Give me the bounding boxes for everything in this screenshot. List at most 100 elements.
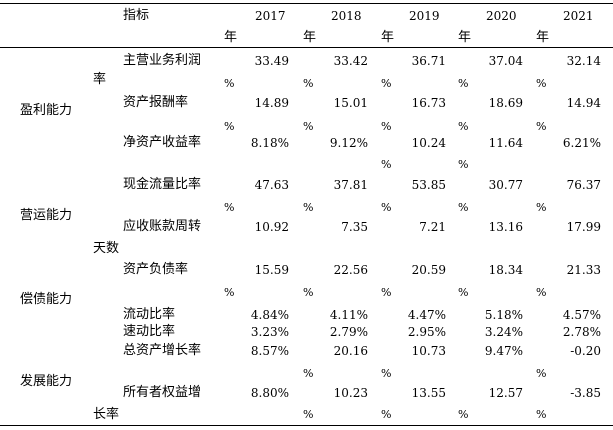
year-suffix-4: 年 (536, 30, 550, 45)
year-suffix-2: 年 (381, 30, 395, 45)
percent-sign: % (303, 201, 314, 214)
percent-sign: % (224, 201, 235, 214)
row-name: 资产负债率 (123, 262, 189, 277)
year-suffix-0: 年 (224, 30, 238, 45)
value-cell: 11.64 (488, 136, 523, 150)
value-cell: 21.33 (566, 263, 601, 277)
value-cell: 53.85 (411, 178, 446, 192)
value-cell: 5.18% (484, 308, 523, 322)
value-cell: 16.73 (411, 96, 446, 110)
value-cell: 6.21% (562, 136, 601, 150)
table-top-rule (0, 3, 613, 4)
percent-sign: % (536, 77, 547, 90)
value-cell: 4.11% (329, 308, 368, 322)
category-label: 偿债能力 (20, 292, 73, 307)
category-label: 营运能力 (20, 208, 73, 223)
value-cell: 7.35 (341, 220, 368, 234)
percent-sign: % (381, 408, 392, 421)
year-0: 2017 (255, 9, 286, 23)
value-cell: 30.77 (488, 178, 523, 192)
value-cell: 4.84% (250, 308, 289, 322)
year-4: 2021 (563, 9, 594, 23)
value-cell: 7.21 (419, 220, 446, 234)
value-cell: 10.23 (333, 386, 368, 400)
header-indicator-label: 指标 (123, 8, 150, 23)
value-cell: 14.94 (566, 96, 601, 110)
value-cell: -3.85 (570, 386, 601, 400)
percent-sign: % (381, 77, 392, 90)
row-name-continued: 率 (93, 72, 107, 87)
percent-sign: % (224, 286, 235, 299)
percent-sign: % (303, 120, 314, 133)
value-cell: 20.16 (333, 344, 368, 358)
row-name-continued: 长率 (93, 407, 120, 422)
percent-sign: % (458, 77, 469, 90)
percent-sign: % (458, 120, 469, 133)
row-name: 所有者权益增 (123, 385, 202, 400)
value-cell: 2.78% (562, 325, 601, 339)
value-cell: 32.14 (566, 54, 601, 68)
percent-sign: % (458, 408, 469, 421)
value-cell: 20.59 (411, 263, 446, 277)
value-cell: 9.12% (329, 136, 368, 150)
year-2: 2019 (409, 9, 440, 23)
percent-sign: % (536, 408, 547, 421)
value-cell: 33.42 (333, 54, 368, 68)
percent-sign: % (381, 286, 392, 299)
value-cell: 10.24 (411, 136, 446, 150)
value-cell: 22.56 (333, 263, 368, 277)
value-cell: 37.81 (333, 178, 368, 192)
value-cell: 10.73 (411, 344, 446, 358)
value-cell: -0.20 (570, 344, 601, 358)
percent-sign: % (303, 367, 314, 380)
percent-sign: % (458, 286, 469, 299)
percent-sign: % (536, 120, 547, 133)
year-3: 2020 (486, 9, 517, 23)
year-suffix-3: 年 (458, 30, 472, 45)
value-cell: 15.01 (333, 96, 368, 110)
value-cell: 2.95% (407, 325, 446, 339)
percent-sign: % (303, 408, 314, 421)
value-cell: 10.92 (254, 220, 289, 234)
value-cell: 15.59 (254, 263, 289, 277)
row-name: 主营业务利润 (123, 53, 202, 68)
category-label: 发展能力 (20, 374, 73, 389)
value-cell: 17.99 (566, 220, 601, 234)
percent-sign: % (224, 120, 235, 133)
value-cell: 12.57 (488, 386, 523, 400)
value-cell: 3.24% (484, 325, 523, 339)
value-cell: 18.34 (488, 263, 523, 277)
year-1: 2018 (331, 9, 362, 23)
table-bottom-rule (0, 425, 613, 426)
value-cell: 4.47% (407, 308, 446, 322)
percent-sign: % (224, 77, 235, 90)
value-cell: 13.16 (488, 220, 523, 234)
value-cell: 47.63 (254, 178, 289, 192)
row-name: 总资产增长率 (123, 343, 202, 358)
value-cell: 2.79% (329, 325, 368, 339)
row-name: 净资产收益率 (123, 135, 202, 150)
row-name-continued: 天数 (93, 241, 120, 256)
value-cell: 37.04 (488, 54, 523, 68)
value-cell: 8.18% (250, 136, 289, 150)
row-name: 资产报酬率 (123, 95, 189, 110)
percent-sign: % (381, 120, 392, 133)
percent-sign: % (458, 201, 469, 214)
percent-sign: % (303, 77, 314, 90)
value-cell: 33.49 (254, 54, 289, 68)
value-cell: 8.57% (250, 344, 289, 358)
value-cell: 8.80% (250, 386, 289, 400)
row-name: 现金流量比率 (123, 177, 202, 192)
row-name: 速动比率 (123, 324, 176, 339)
value-cell: 18.69 (488, 96, 523, 110)
percent-sign: % (536, 201, 547, 214)
row-name: 流动比率 (123, 307, 176, 322)
row-name: 应收账款周转 (123, 219, 202, 234)
year-suffix-1: 年 (303, 30, 317, 45)
value-cell: 4.57% (562, 308, 601, 322)
value-cell: 76.37 (566, 178, 601, 192)
table-header-rule (0, 47, 613, 48)
value-cell: 3.23% (250, 325, 289, 339)
percent-sign: % (458, 158, 469, 171)
